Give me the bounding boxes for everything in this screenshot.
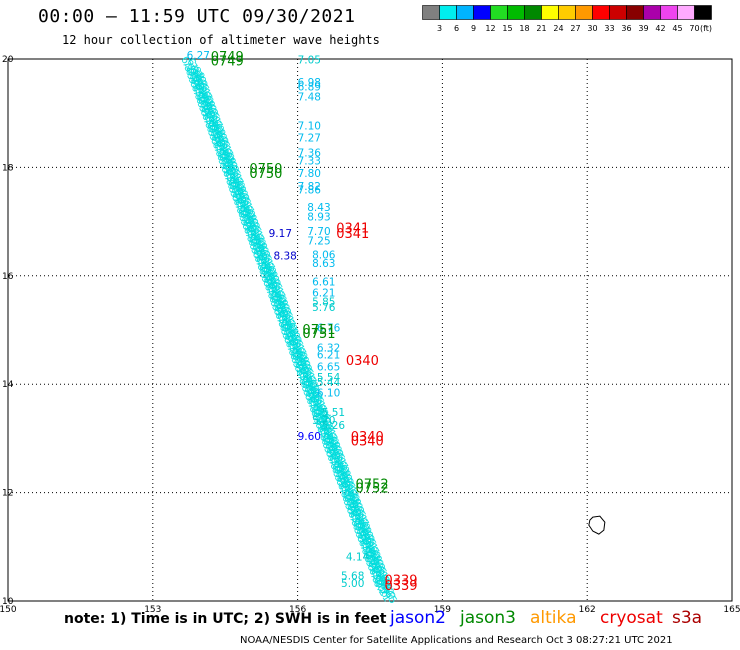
x-tick-label: 165: [723, 605, 740, 615]
legend-label: 45: [672, 24, 682, 33]
wave-height-label: 7.86: [298, 184, 322, 196]
y-tick-label: 10: [2, 597, 14, 607]
wave-height-label: 7.05: [298, 54, 321, 66]
pass-time-label: 0340: [346, 354, 379, 369]
y-tick-label: 16: [2, 272, 14, 282]
legend-label: 15: [502, 24, 512, 33]
satellite-jason3: jason3: [460, 608, 516, 628]
wave-height-label: 5.76: [312, 302, 336, 314]
color-scale-legend: 3 6 9 12 15 18 21 24 27 30 33 36 39 42 45 70 (ft): [422, 5, 712, 33]
legend-label: 27: [570, 24, 580, 33]
wave-height-label: 5.51: [322, 407, 345, 419]
x-tick-label: 150: [0, 605, 17, 615]
wave-height-label: 6.21: [317, 350, 340, 362]
wave-height-label: 5.85: [312, 297, 335, 309]
satellite-s3a: s3a: [672, 608, 703, 628]
wave-height-label: 7.36: [298, 148, 322, 160]
pass-time-label: 0752: [356, 477, 389, 492]
wave-height-label: 5.00: [341, 578, 364, 590]
legend-label: 70: [689, 24, 699, 33]
wave-height-label: 7.10: [298, 120, 321, 132]
y-tick-label: 12: [2, 489, 13, 499]
wave-height-label: 6.89: [298, 81, 321, 93]
pass-time-label: 0752: [356, 482, 389, 497]
x-tick-label: 162: [579, 605, 596, 615]
legend-label: 21: [536, 24, 546, 33]
wave-height-label: 8.43: [307, 202, 330, 214]
satellite-altika: altika: [530, 608, 577, 628]
legend-label: 9: [471, 24, 476, 33]
x-tick-label: 153: [144, 605, 161, 615]
wave-height-label: 8.38: [273, 251, 296, 263]
y-tick-label: 18: [2, 163, 14, 173]
legend-unit: (ft): [700, 24, 712, 33]
wave-height-label: 9.60: [298, 431, 321, 443]
wave-height-label: 6.61: [312, 277, 335, 289]
wave-height-label: 6.21: [312, 287, 335, 299]
legend-label: 39: [638, 24, 648, 33]
pass-time-label: 0750: [249, 167, 282, 182]
wave-height-label: 5.44: [317, 377, 341, 389]
y-tick-label: 20: [2, 55, 14, 65]
pass-time-label: 0749: [211, 55, 244, 70]
pass-time-label: 0341: [336, 227, 369, 242]
plot-frame: [7, 58, 733, 602]
pass-time-label: 0341: [336, 221, 369, 236]
wave-height-label: 7.25: [307, 235, 330, 247]
pass-time-label: 0751: [302, 327, 335, 342]
wave-height-label: 7.70: [307, 226, 330, 238]
wave-height-label: 5.68: [341, 570, 364, 582]
pass-time-label: 0339: [384, 574, 417, 589]
legend-label: 18: [519, 24, 529, 33]
chart-subtitle: 12 hour collection of altimeter wave hei…: [62, 33, 380, 47]
satellite-jason2: jason2: [390, 608, 446, 628]
chart-title: 00:00 – 11:59 UTC 09/30/2021: [38, 6, 356, 27]
footnote: note: 1) Time is in UTC; 2) SWH is in fe…: [64, 611, 387, 627]
wave-height-label: 8.93: [307, 212, 330, 224]
wave-height-label: 4.14: [346, 551, 370, 563]
x-tick-label: 159: [434, 605, 451, 615]
wave-height-label: 6.27: [187, 50, 210, 62]
legend-swatch: [694, 5, 712, 20]
legend-label: 6: [454, 24, 459, 33]
wave-height-label: 5.26: [322, 420, 346, 432]
wave-height-label: 5.70: [312, 415, 335, 427]
credit-line: NOAA/NESDIS Center for Satellite Applica…: [240, 635, 673, 646]
wave-height-label: 7.82: [298, 181, 321, 193]
wave-height-label: 7.33: [298, 156, 321, 168]
legend-label: 30: [587, 24, 597, 33]
wave-height-label: 5.54: [317, 372, 341, 384]
wave-height-label: 9.17: [269, 228, 292, 240]
pass-time-label: 0750: [249, 162, 282, 177]
wave-height-label: 8.06: [312, 249, 336, 261]
pass-time-label: 0751: [302, 323, 335, 338]
wave-height-label: 7.48: [298, 92, 321, 104]
wave-height-label: 6.32: [317, 343, 340, 355]
wave-height-label: 7.27: [298, 132, 321, 144]
wave-height-label: 6.65: [317, 362, 340, 374]
pass-time-label: 0339: [384, 579, 417, 594]
pass-time-label: 0749: [211, 50, 244, 65]
pass-time-label: 0340: [351, 430, 384, 445]
wave-height-label: 7.80: [298, 168, 321, 180]
legend-label: 3: [437, 24, 442, 33]
satellite-cryosat: cryosat: [600, 608, 663, 628]
x-tick-label: 156: [289, 605, 306, 615]
legend-label: 36: [621, 24, 631, 33]
legend-label: 42: [655, 24, 665, 33]
wave-height-label: 8.63: [312, 258, 335, 270]
wave-height-label: 6.76: [317, 323, 341, 335]
wave-height-label: 6.98: [298, 77, 321, 89]
y-tick-label: 14: [2, 380, 14, 390]
wave-height-label: 6.10: [317, 388, 340, 400]
island-outline: [588, 515, 606, 535]
legend-label: 24: [553, 24, 563, 33]
legend-label: 33: [604, 24, 614, 33]
legend-label: 12: [485, 24, 495, 33]
pass-time-label: 0340: [351, 434, 384, 449]
